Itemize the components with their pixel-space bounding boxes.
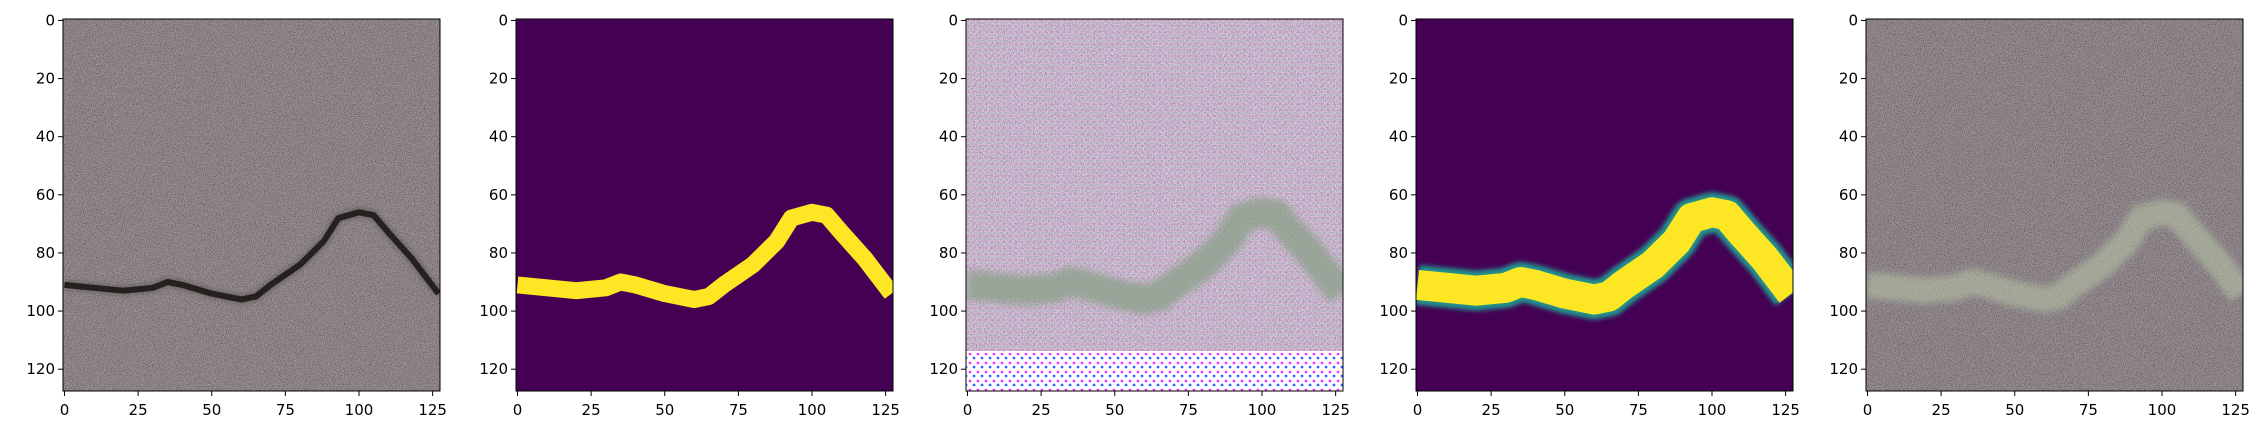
panel-5-image [1866,19,2243,391]
panel-2-image [516,19,893,391]
panel-4-smooth_mask: 0 20 40 60 80 100 120 0 25 50 75 100 125 [1379,11,1800,419]
panel-3-frame [965,18,1344,392]
y-tick-label: 80 [1389,244,1408,262]
panel-5-photo_overlay: 0 20 40 60 80 100 120 0 25 50 75 100 125 [1829,11,2250,419]
x-tick-label: 75 [276,401,295,419]
y-tick-label: 120 [929,360,958,378]
x-tick-label: 50 [1105,401,1124,419]
x-tick-label: 0 [1863,401,1873,419]
x-tick-label: 25 [582,401,601,419]
y-tick-label: 20 [939,70,958,88]
artifact-dots [966,353,1343,391]
x-tick-label: 125 [871,401,900,419]
x-tick-label: 50 [202,401,221,419]
y-tick-label: 40 [489,128,508,146]
x-tick-label: 0 [60,401,70,419]
surface-texture [1866,19,2243,391]
y-tick-label: 0 [45,11,55,29]
y-tick-label: 40 [1839,128,1858,146]
x-tick-label: 100 [2148,401,2177,419]
panel-4-frame [1415,18,1794,392]
y-tick-label: 0 [948,11,958,29]
x-tick-label: 100 [798,401,827,419]
y-tick-label: 20 [1839,70,1858,88]
y-tick-label: 40 [939,128,958,146]
x-tick-label: 0 [513,401,523,419]
y-tick-label: 80 [36,244,55,262]
x-tick-label: 50 [1555,401,1574,419]
y-tick-label: 120 [479,360,508,378]
panel-1-image [63,19,440,391]
panel-2-mask: 0 20 40 60 80 100 120 0 25 50 75 100 125 [479,11,900,419]
panel-1-frame [62,18,441,392]
y-tick-label: 100 [26,302,55,320]
x-tick-label: 100 [345,401,374,419]
x-tick-label: 75 [1629,401,1648,419]
y-tick-label: 0 [1848,11,1858,29]
surface-texture [63,19,440,391]
x-tick-label: 100 [1698,401,1727,419]
y-tick-label: 20 [489,70,508,88]
panel-5-frame [1865,18,2244,392]
y-tick-label: 40 [1389,128,1408,146]
y-tick-label: 80 [489,244,508,262]
crack-shadow [64,207,440,305]
y-tick-label: 80 [1839,244,1858,262]
y-tick-label: 20 [1389,70,1408,88]
mask-crack [1416,197,1793,315]
y-tick-label: 20 [36,70,55,88]
panels-group: 0 20 40 60 80 100 120 0 25 50 75 100 125 0 20 40 60 80 100… [26,11,2250,419]
x-tick-label: 125 [1321,401,1350,419]
mask-background [516,19,893,391]
panel-4-image [1416,19,1793,391]
y-tick-label: 60 [1839,186,1858,204]
y-tick-label: 60 [489,186,508,204]
y-tick-label: 100 [1829,302,1858,320]
y-tick-label: 100 [929,302,958,320]
x-tick-label: 0 [963,401,973,419]
x-tick-label: 25 [1932,401,1951,419]
y-tick-label: 80 [939,244,958,262]
y-tick-label: 60 [1389,186,1408,204]
generated-crack [966,196,1343,315]
panel-2-frame [515,18,894,392]
x-tick-label: 0 [1413,401,1423,419]
y-tick-label: 40 [36,128,55,146]
x-tick-label: 25 [1032,401,1051,419]
x-tick-label: 75 [1179,401,1198,419]
y-tick-label: 0 [498,11,508,29]
x-tick-label: 50 [2005,401,2024,419]
crack-overlay [1866,198,2243,313]
y-tick-label: 60 [939,186,958,204]
x-tick-label: 100 [1248,401,1277,419]
y-tick-label: 100 [1379,302,1408,320]
panel-1-photo: 0 20 40 60 80 100 120 0 25 50 75 100 125 [26,11,447,419]
x-tick-label: 125 [2221,401,2250,419]
y-tick-label: 60 [36,186,55,204]
x-tick-label: 75 [2079,401,2098,419]
x-tick-label: 25 [1482,401,1501,419]
y-tick-label: 120 [1379,360,1408,378]
x-tick-label: 75 [729,401,748,419]
panel-3-noisy_photo: 0 20 40 60 80 100 120 0 25 50 75 100 125 [929,11,1350,419]
y-tick-label: 100 [479,302,508,320]
x-tick-label: 25 [129,401,148,419]
x-tick-label: 50 [655,401,674,419]
mask-crack [516,203,893,308]
panel-3-image [966,19,1343,391]
x-tick-label: 125 [418,401,447,419]
y-tick-label: 0 [1398,11,1408,29]
x-tick-label: 125 [1771,401,1800,419]
y-tick-label: 120 [26,360,55,378]
y-tick-label: 120 [1829,360,1858,378]
